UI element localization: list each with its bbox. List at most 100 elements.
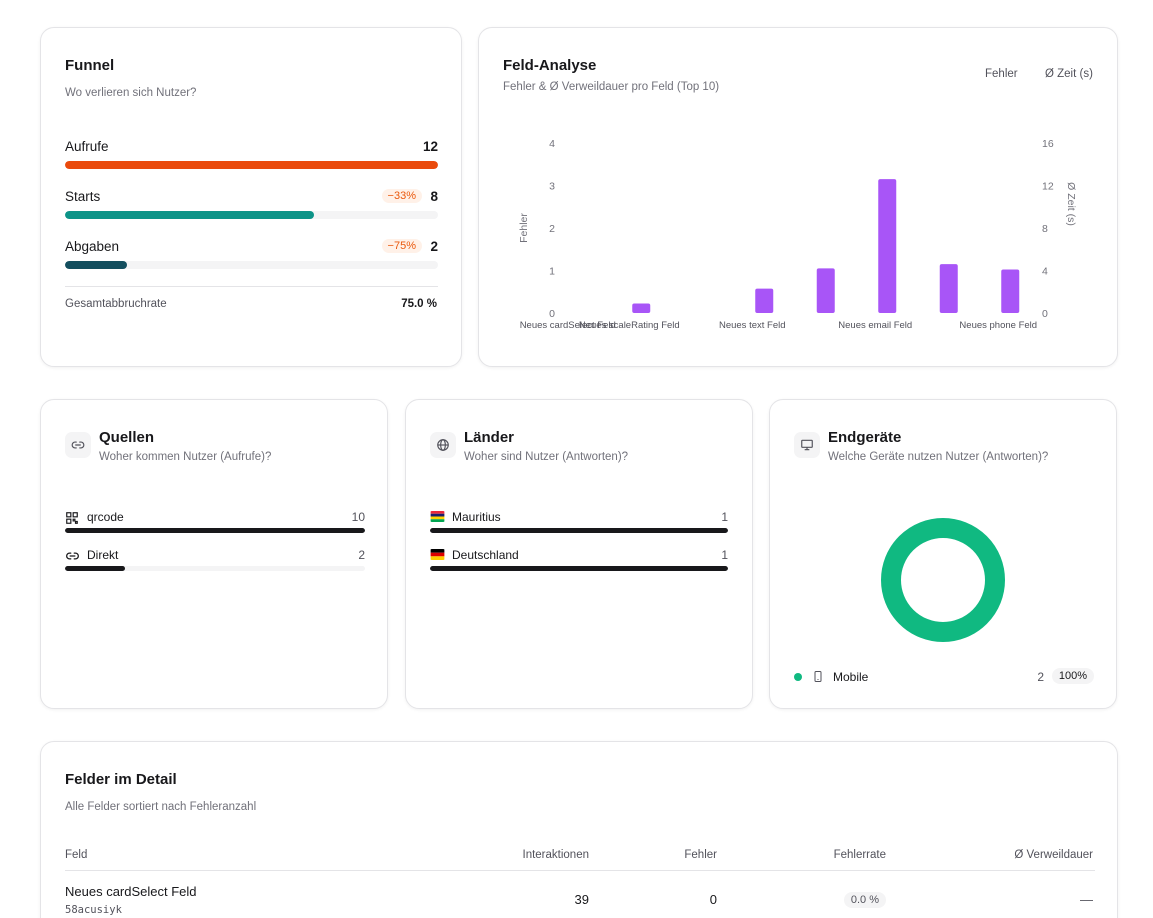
column-header-interaktionen[interactable]: Interaktionen	[522, 849, 590, 861]
country-label: Deutschland	[452, 548, 519, 562]
field-name: Neues cardSelect Feld	[65, 884, 197, 899]
feld-analyse-card: Feld-Analyse Fehler & Ø Verweildauer pro…	[478, 27, 1118, 367]
source-bar-fill	[65, 566, 125, 571]
field-errors: 0	[709, 892, 717, 907]
y-tick-left: 4	[549, 138, 555, 150]
funnel-row-count: 12	[422, 139, 438, 154]
bar-zeit	[1001, 269, 1020, 313]
funnel-row-count: 8	[430, 189, 438, 204]
device-donut-chart	[881, 518, 1005, 642]
funnel-subtitle: Wo verlieren sich Nutzer?	[65, 87, 197, 99]
column-header-fehler[interactable]: Fehler	[684, 849, 717, 861]
quellen-card: Quellen Woher kommen Nutzer (Aufrufe)? q…	[40, 399, 388, 709]
feld-analyse-title: Feld-Analyse	[503, 57, 597, 74]
country-bar-fill	[430, 528, 728, 533]
laender-title: Länder	[464, 429, 515, 446]
flag-mauritius-icon	[430, 511, 445, 522]
device-label: Mobile	[833, 670, 869, 684]
funnel-bar-track	[65, 161, 438, 169]
flag-germany-icon	[430, 549, 445, 560]
field-id: 58acusiyk	[65, 904, 122, 916]
y-tick-left: 0	[549, 308, 555, 320]
device-row-mobile: Mobile 2 100%	[794, 668, 1094, 688]
y-axis-label-right: Ø Zeit (s)	[1065, 182, 1077, 226]
legend-errors[interactable]: Fehler	[985, 68, 1018, 80]
smartphone-icon	[812, 669, 824, 689]
device-percent-badge: 100%	[1051, 668, 1094, 684]
y-tick-left: 2	[549, 223, 555, 235]
laender-card: Länder Woher sind Nutzer (Antworten)? Ma…	[405, 399, 753, 709]
funnel-total-label: Gesamtabbruchrate	[65, 298, 167, 310]
source-bar-track	[65, 528, 365, 533]
laender-subtitle: Woher sind Nutzer (Antworten)?	[464, 451, 629, 463]
x-tick-label: Neues scaleRating Feld	[579, 320, 680, 331]
source-count: 10	[351, 510, 365, 524]
column-header-feld[interactable]: Feld	[65, 849, 88, 861]
donut-segment-mobile[interactable]	[881, 518, 1005, 642]
funnel-row-count: 2	[430, 239, 438, 254]
country-label: Mauritius	[452, 510, 501, 524]
y-axis-label-left: Fehler	[518, 213, 530, 243]
bar-zeit	[755, 288, 774, 313]
y-tick-right: 0	[1042, 308, 1048, 320]
y-tick-right: 8	[1042, 223, 1048, 235]
country-bar-track	[430, 528, 728, 533]
funnel-bar-fill	[65, 261, 128, 269]
y-tick-left: 1	[549, 266, 555, 278]
funnel-bar-fill	[65, 161, 438, 169]
feld-analyse-subtitle: Fehler & Ø Verweildauer pro Feld (Top 10…	[503, 81, 720, 93]
globe-icon	[430, 432, 456, 458]
funnel-row-label: Starts	[65, 189, 101, 204]
geraete-card: Endgeräte Welche Geräte nutzen Nutzer (A…	[769, 399, 1117, 709]
legend-dot	[794, 673, 802, 681]
bar-zeit	[939, 264, 958, 313]
funnel-row-label: Aufrufe	[65, 139, 109, 154]
funnel-bar-track	[65, 211, 438, 219]
x-tick-label: Neues text Feld	[719, 320, 786, 331]
funnel-total-value: 75.0 %	[401, 298, 437, 310]
funnel-bar-fill	[65, 211, 314, 219]
funnel-row-label: Abgaben	[65, 239, 120, 254]
source-bar-track	[65, 566, 365, 571]
y-tick-right: 4	[1042, 266, 1048, 278]
source-label: Direkt	[87, 548, 119, 562]
funnel-divider	[65, 286, 438, 287]
field-avg-time: —	[1080, 892, 1093, 907]
funnel-card: Funnel Wo verlieren sich Nutzer? Aufrufe…	[40, 27, 462, 367]
x-tick-label: Neues cardSelect Feld	[520, 320, 616, 331]
field-interactions: 39	[574, 892, 589, 907]
bar-zeit	[878, 179, 897, 313]
country-count: 1	[721, 510, 728, 524]
table-header-divider	[65, 870, 1095, 871]
column-header-verweildauer[interactable]: Ø Verweildauer	[1014, 849, 1093, 861]
detail-subtitle: Alle Felder sortiert nach Fehleranzahl	[65, 801, 257, 813]
field-error-rate: 0.0 %	[843, 892, 886, 908]
column-header-fehlerrate[interactable]: Fehlerrate	[833, 849, 886, 861]
source-label: qrcode	[87, 510, 124, 524]
qrcode-icon	[65, 511, 79, 530]
funnel-bar-track	[65, 261, 438, 269]
funnel-drop-badge: −75%	[381, 239, 422, 253]
link-icon	[65, 549, 80, 568]
geraete-subtitle: Welche Geräte nutzen Nutzer (Antworten)?	[828, 451, 1049, 463]
country-count: 1	[721, 548, 728, 562]
quellen-title: Quellen	[99, 429, 155, 446]
y-tick-left: 3	[549, 181, 555, 193]
country-bar-track	[430, 566, 728, 571]
source-count: 2	[358, 548, 365, 562]
monitor-icon	[794, 432, 820, 458]
bar-zeit	[816, 268, 835, 313]
source-bar-fill	[65, 528, 365, 533]
geraete-title: Endgeräte	[828, 429, 902, 446]
funnel-title: Funnel	[65, 57, 115, 74]
x-tick-label: Neues email Feld	[838, 320, 912, 331]
detail-title: Felder im Detail	[65, 771, 177, 788]
device-count: 2	[1037, 670, 1044, 684]
bar-zeit	[632, 303, 651, 313]
legend-time[interactable]: Ø Zeit (s)	[1045, 68, 1093, 80]
y-tick-right: 16	[1042, 138, 1054, 150]
y-tick-right: 12	[1042, 181, 1054, 193]
country-bar-fill	[430, 566, 728, 571]
link-icon	[65, 432, 91, 458]
